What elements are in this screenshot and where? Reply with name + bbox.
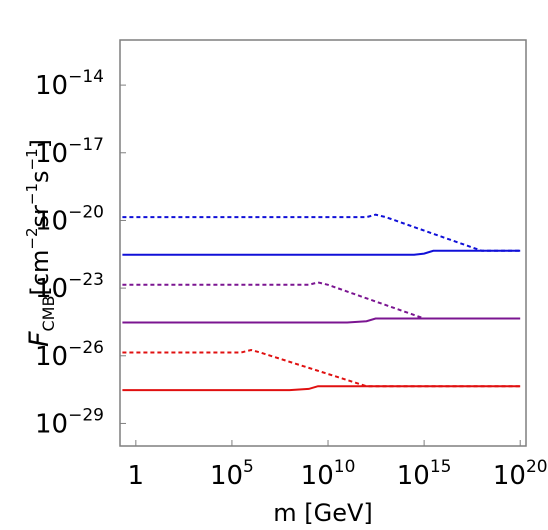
y-label-units-close: ] (26, 139, 54, 148)
series-line-1 (122, 213, 521, 252)
x-tick-label-2: 105 (210, 457, 254, 491)
series-line-6 (122, 385, 521, 392)
y-label-subscript: CMB (39, 296, 58, 332)
series-layer (122, 213, 521, 392)
y-tick-label-3: 10−20 (35, 202, 104, 236)
series-line-5 (122, 348, 521, 388)
y-label-exp-sr: −1 (23, 183, 41, 205)
series-line-2 (122, 249, 521, 256)
series-line-3 (122, 281, 521, 320)
y-label-s: s (26, 170, 54, 183)
x-tick-label-5: 1020 (493, 457, 548, 491)
tick-layer: 1 105 1010 1015 1020 10−14 10−17 10−20 10−23 10−2… (35, 67, 548, 491)
x-tick-label-4: 1015 (397, 457, 452, 491)
plot-frame (119, 39, 527, 447)
y-label-exp-cm: −2 (23, 227, 41, 249)
y-label-exp-s: −1 (23, 148, 41, 170)
y-label-units-open: [cm (26, 250, 54, 296)
y-label-symbol: F (24, 331, 55, 347)
y-tick-label-6: 10−29 (35, 405, 104, 439)
series-line-4 (122, 317, 521, 324)
x-tick-label-1: 1 (128, 461, 145, 491)
y-axis-label: FCMB[cm−2sr−1s−1] (23, 139, 58, 347)
y-tick-label-1: 10−14 (35, 67, 104, 101)
x-tick-label-3: 1010 (301, 457, 356, 491)
y-tick-label-5: 10−26 (35, 338, 104, 372)
y-tick-label-2: 10−17 (35, 135, 104, 169)
x-axis-label: m [GeV] (273, 499, 373, 527)
y-label-sr: sr (26, 205, 54, 228)
y-tick-label-4: 10−23 (35, 270, 104, 304)
